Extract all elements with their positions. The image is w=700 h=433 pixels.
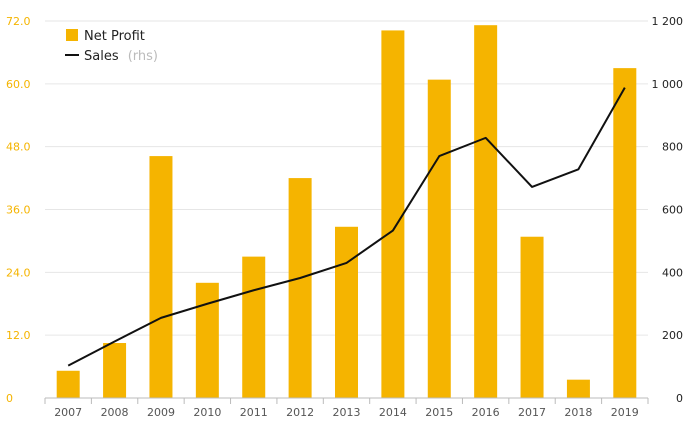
bar-net-profit (195, 282, 219, 398)
x-tick-label: 2008 (101, 406, 129, 419)
bar-net-profit (149, 156, 173, 398)
bar-net-profit (242, 256, 266, 398)
legend-swatch-net-profit (66, 29, 78, 41)
y-left-tick-label: 0 (6, 392, 13, 405)
sales-line (67, 87, 626, 367)
x-tick-label: 2014 (379, 406, 407, 419)
x-tick-label: 2013 (333, 406, 361, 419)
bar-net-profit (381, 30, 405, 399)
x-tick-label: 2016 (472, 406, 500, 419)
axes: 0 0 12.0 200 24.0 400 36.0 600 48.0 800 60.0 1 000 7… (6, 15, 683, 419)
legend-sales-name: Sales (84, 49, 119, 64)
y-right-tick-label: 600 (662, 204, 683, 217)
legend-sales-note: (rhs) (128, 49, 158, 64)
x-tick-label: 2017 (518, 406, 546, 419)
bar-net-profit (288, 178, 312, 398)
y-right-tick-label: 200 (662, 329, 683, 342)
bars (56, 25, 637, 399)
bar-net-profit (566, 379, 590, 398)
bar-net-profit (613, 68, 637, 398)
sales-line-path (67, 87, 626, 367)
legend-label-net-profit: Net Profit (84, 29, 145, 44)
bar-net-profit (335, 226, 358, 398)
x-tick-label: 2011 (240, 406, 268, 419)
x-tick-label: 2009 (147, 406, 175, 419)
y-left-tick-label: 48.0 (6, 141, 31, 154)
y-right-tick-label: 0 (676, 392, 683, 405)
y-right-tick-label: 1 000 (652, 78, 684, 91)
y-right-tick-label: 400 (662, 266, 683, 279)
bar-net-profit (520, 236, 544, 398)
x-tick-label: 2015 (425, 406, 453, 419)
bar-net-profit (474, 25, 498, 398)
x-tick-label: 2010 (193, 406, 221, 419)
bar-net-profit (103, 343, 127, 398)
x-tick-label: 2007 (54, 406, 82, 419)
y-left-tick-label: 72.0 (6, 15, 31, 28)
x-tick-label: 2019 (611, 406, 639, 419)
y-left-tick-label: 12.0 (6, 329, 31, 342)
x-tick-label: 2018 (564, 406, 592, 419)
bar-net-profit (427, 79, 451, 399)
y-left-tick-label: 36.0 (6, 204, 31, 217)
legend-label-sales: Sales (rhs) (84, 45, 158, 64)
y-left-tick-label: 60.0 (6, 78, 31, 91)
bar-net-profit (56, 370, 80, 398)
x-tick-label: 2012 (286, 406, 314, 419)
y-right-tick-label: 1 200 (652, 15, 684, 28)
legend: Net Profit Sales (rhs) (65, 29, 158, 64)
y-right-tick-label: 800 (662, 141, 683, 154)
y-left-tick-label: 24.0 (6, 266, 31, 279)
